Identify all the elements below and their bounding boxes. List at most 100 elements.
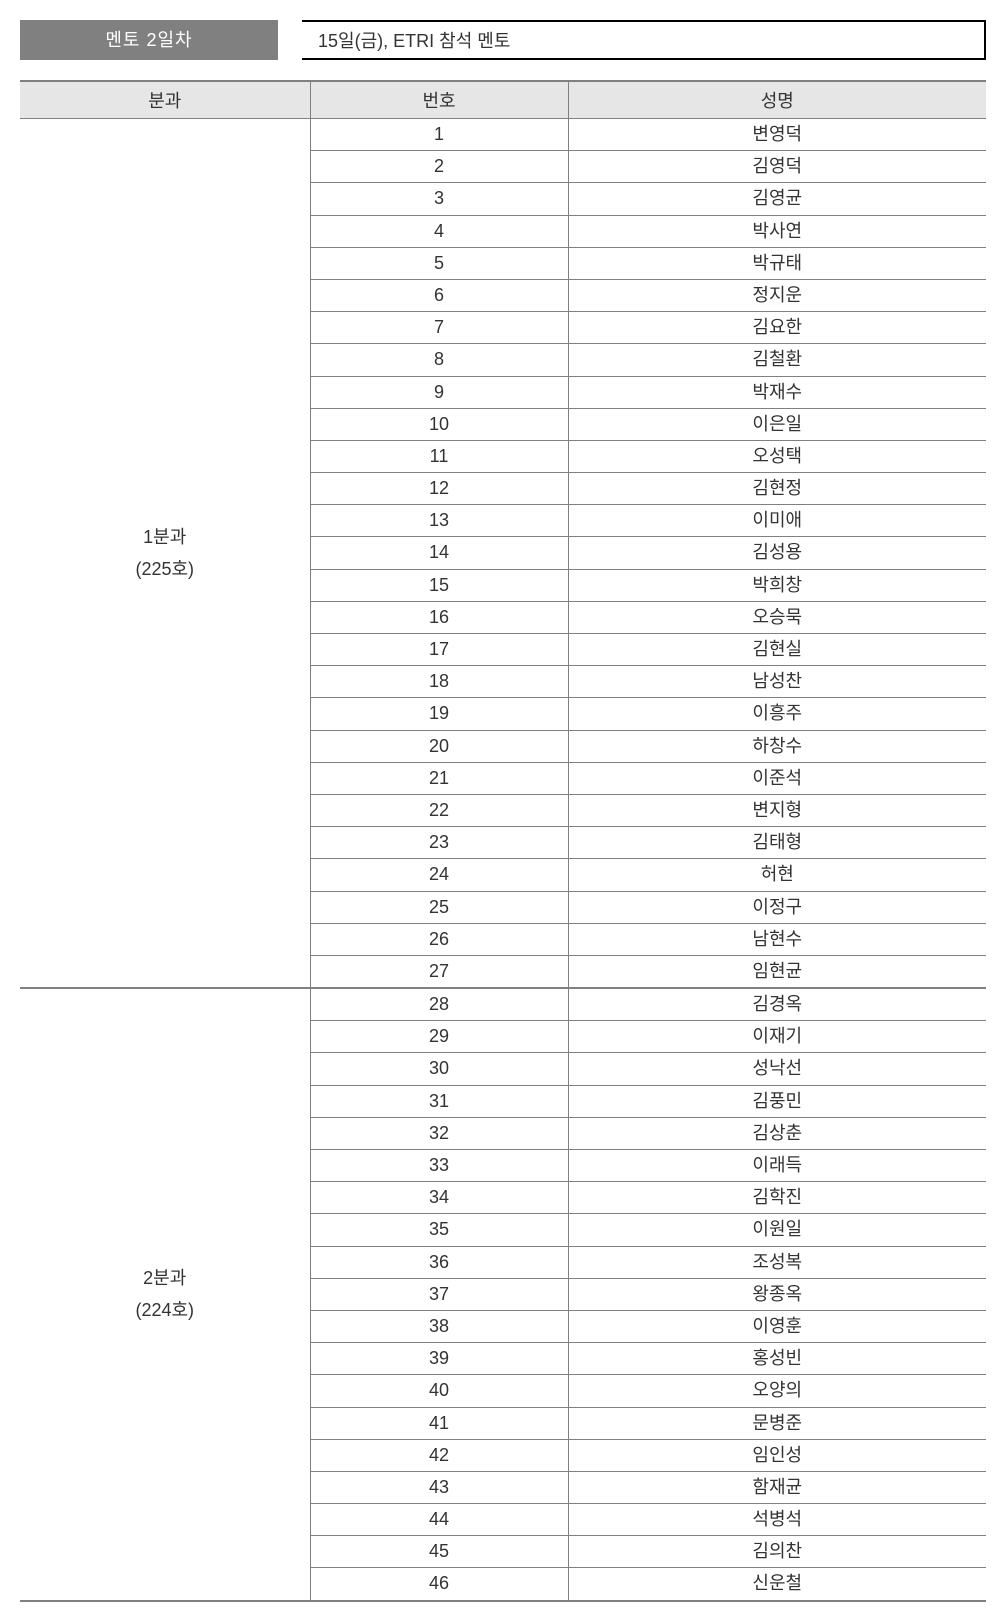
group-label-line1: 2분과 bbox=[20, 1262, 310, 1294]
name-cell: 김상춘 bbox=[568, 1117, 986, 1149]
name-cell: 변지형 bbox=[568, 794, 986, 826]
name-cell: 이재기 bbox=[568, 1021, 986, 1053]
number-cell: 28 bbox=[310, 988, 568, 1021]
number-cell: 36 bbox=[310, 1246, 568, 1278]
name-cell: 김학진 bbox=[568, 1182, 986, 1214]
number-cell: 40 bbox=[310, 1375, 568, 1407]
group-label-line2: (225호) bbox=[20, 553, 310, 585]
name-cell: 허현 bbox=[568, 859, 986, 891]
number-cell: 19 bbox=[310, 698, 568, 730]
number-cell: 12 bbox=[310, 473, 568, 505]
number-cell: 4 bbox=[310, 215, 568, 247]
col-header-name: 성명 bbox=[568, 81, 986, 119]
number-cell: 31 bbox=[310, 1085, 568, 1117]
name-cell: 남성찬 bbox=[568, 666, 986, 698]
number-cell: 17 bbox=[310, 634, 568, 666]
name-cell: 왕종옥 bbox=[568, 1278, 986, 1310]
name-cell: 김영균 bbox=[568, 183, 986, 215]
number-cell: 27 bbox=[310, 955, 568, 988]
name-cell: 남현수 bbox=[568, 923, 986, 955]
name-cell: 김요한 bbox=[568, 312, 986, 344]
number-cell: 5 bbox=[310, 247, 568, 279]
name-cell: 김태형 bbox=[568, 827, 986, 859]
name-cell: 이정구 bbox=[568, 891, 986, 923]
name-cell: 문병준 bbox=[568, 1407, 986, 1439]
number-cell: 20 bbox=[310, 730, 568, 762]
name-cell: 박사연 bbox=[568, 215, 986, 247]
name-cell: 성낙선 bbox=[568, 1053, 986, 1085]
number-cell: 46 bbox=[310, 1568, 568, 1601]
number-cell: 8 bbox=[310, 344, 568, 376]
table-row: 1분과(225호)1변영덕 bbox=[20, 119, 986, 151]
number-cell: 39 bbox=[310, 1343, 568, 1375]
name-cell: 김현정 bbox=[568, 473, 986, 505]
number-cell: 33 bbox=[310, 1150, 568, 1182]
col-header-group: 분과 bbox=[20, 81, 310, 119]
name-cell: 김의찬 bbox=[568, 1536, 986, 1568]
name-cell: 김경옥 bbox=[568, 988, 986, 1021]
name-cell: 이원일 bbox=[568, 1214, 986, 1246]
name-cell: 오양의 bbox=[568, 1375, 986, 1407]
number-cell: 24 bbox=[310, 859, 568, 891]
table-header-row: 분과 번호 성명 bbox=[20, 81, 986, 119]
number-cell: 15 bbox=[310, 569, 568, 601]
number-cell: 3 bbox=[310, 183, 568, 215]
name-cell: 박규태 bbox=[568, 247, 986, 279]
name-cell: 이은일 bbox=[568, 408, 986, 440]
number-cell: 25 bbox=[310, 891, 568, 923]
name-cell: 박재수 bbox=[568, 376, 986, 408]
number-cell: 21 bbox=[310, 762, 568, 794]
number-cell: 38 bbox=[310, 1310, 568, 1342]
number-cell: 2 bbox=[310, 151, 568, 183]
number-cell: 32 bbox=[310, 1117, 568, 1149]
group-label-line1: 1분과 bbox=[20, 521, 310, 553]
name-cell: 박희창 bbox=[568, 569, 986, 601]
number-cell: 1 bbox=[310, 119, 568, 151]
name-cell: 신운철 bbox=[568, 1568, 986, 1601]
group-cell: 2분과(224호) bbox=[20, 988, 310, 1601]
group-cell: 1분과(225호) bbox=[20, 119, 310, 989]
number-cell: 35 bbox=[310, 1214, 568, 1246]
name-cell: 김성용 bbox=[568, 537, 986, 569]
name-cell: 조성복 bbox=[568, 1246, 986, 1278]
number-cell: 43 bbox=[310, 1471, 568, 1503]
number-cell: 26 bbox=[310, 923, 568, 955]
number-cell: 18 bbox=[310, 666, 568, 698]
number-cell: 6 bbox=[310, 279, 568, 311]
name-cell: 김현실 bbox=[568, 634, 986, 666]
number-cell: 29 bbox=[310, 1021, 568, 1053]
number-cell: 30 bbox=[310, 1053, 568, 1085]
name-cell: 이준석 bbox=[568, 762, 986, 794]
name-cell: 김철환 bbox=[568, 344, 986, 376]
page-header: 멘토 2일차 15일(금), ETRI 참석 멘토 bbox=[20, 20, 986, 60]
number-cell: 44 bbox=[310, 1504, 568, 1536]
name-cell: 변영덕 bbox=[568, 119, 986, 151]
number-cell: 22 bbox=[310, 794, 568, 826]
name-cell: 함재균 bbox=[568, 1471, 986, 1503]
number-cell: 37 bbox=[310, 1278, 568, 1310]
number-cell: 34 bbox=[310, 1182, 568, 1214]
name-cell: 이흥주 bbox=[568, 698, 986, 730]
mentor-table: 분과 번호 성명 1분과(225호)1변영덕2김영덕3김영균4박사연5박규태6정… bbox=[20, 80, 986, 1602]
number-cell: 42 bbox=[310, 1439, 568, 1471]
name-cell: 이영훈 bbox=[568, 1310, 986, 1342]
number-cell: 13 bbox=[310, 505, 568, 537]
number-cell: 7 bbox=[310, 312, 568, 344]
name-cell: 김영덕 bbox=[568, 151, 986, 183]
name-cell: 김풍민 bbox=[568, 1085, 986, 1117]
group-label-line2: (224호) bbox=[20, 1294, 310, 1326]
number-cell: 10 bbox=[310, 408, 568, 440]
table-row: 2분과(224호)28김경옥 bbox=[20, 988, 986, 1021]
name-cell: 이래득 bbox=[568, 1150, 986, 1182]
name-cell: 오승묵 bbox=[568, 601, 986, 633]
number-cell: 16 bbox=[310, 601, 568, 633]
number-cell: 45 bbox=[310, 1536, 568, 1568]
col-header-number: 번호 bbox=[310, 81, 568, 119]
number-cell: 14 bbox=[310, 537, 568, 569]
name-cell: 홍성빈 bbox=[568, 1343, 986, 1375]
number-cell: 9 bbox=[310, 376, 568, 408]
number-cell: 23 bbox=[310, 827, 568, 859]
name-cell: 오성택 bbox=[568, 440, 986, 472]
name-cell: 석병석 bbox=[568, 1504, 986, 1536]
header-tab: 멘토 2일차 bbox=[20, 20, 278, 60]
